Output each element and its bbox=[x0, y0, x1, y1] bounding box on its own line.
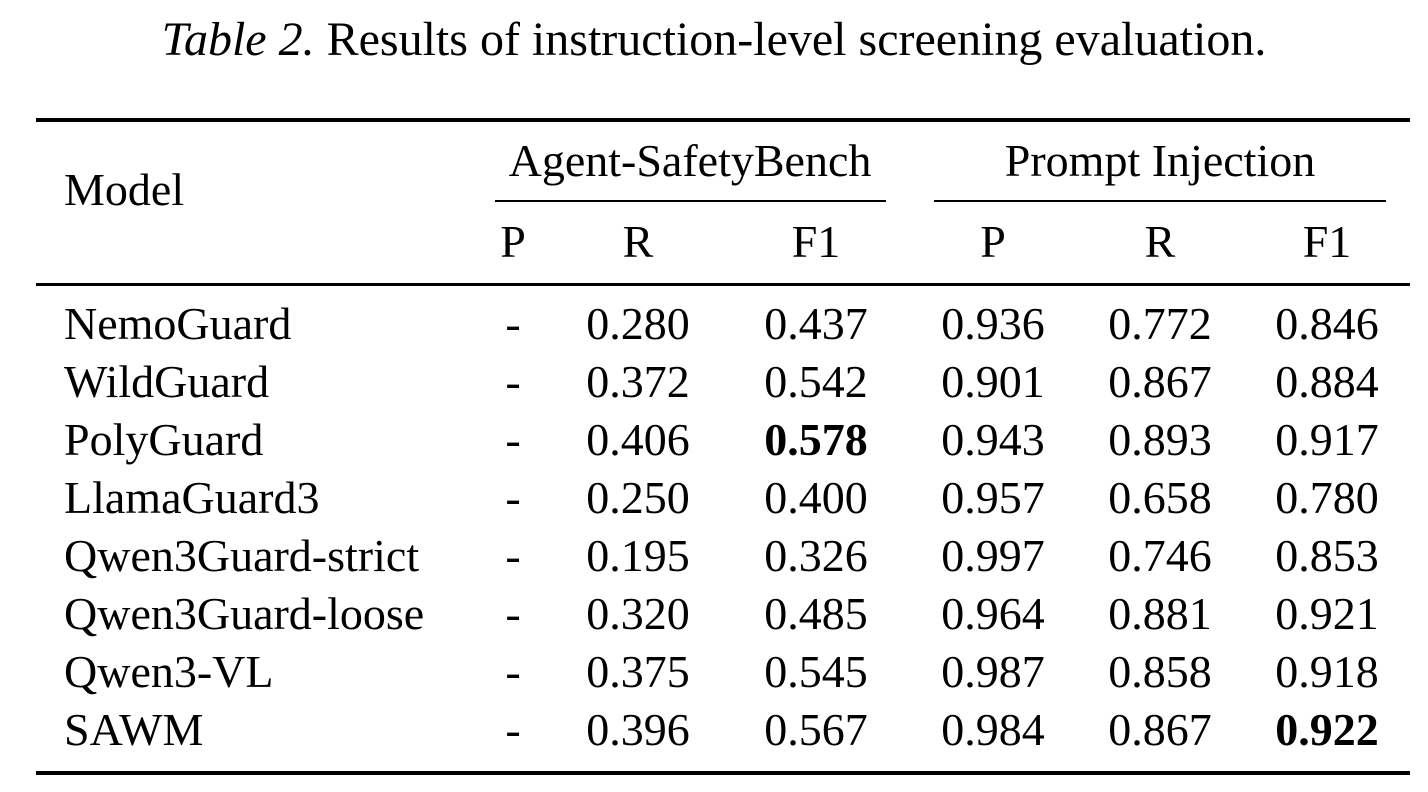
column-subheader: R bbox=[1144, 216, 1176, 267]
model-name-cell: Qwen3-VL bbox=[64, 646, 274, 697]
table-cell: - bbox=[505, 414, 521, 465]
table-cell: 0.772 bbox=[1108, 298, 1212, 349]
table-cell: 0.867 bbox=[1108, 356, 1212, 407]
model-name-cell: NemoGuard bbox=[64, 298, 292, 349]
table-cell: 0.918 bbox=[1275, 646, 1379, 697]
table-cell: - bbox=[505, 588, 521, 639]
table-cell: 0.280 bbox=[586, 298, 690, 349]
table-cell: 0.542 bbox=[764, 356, 868, 407]
table-cell: 0.545 bbox=[764, 646, 868, 697]
table-cell: - bbox=[505, 472, 521, 523]
model-name-cell: PolyGuard bbox=[64, 414, 264, 465]
table-cell: 0.881 bbox=[1108, 588, 1212, 639]
table-cell: 0.437 bbox=[764, 298, 868, 349]
table-cell: 0.922 bbox=[1275, 704, 1379, 755]
table-cell: 0.884 bbox=[1275, 356, 1379, 407]
table-cell: 0.936 bbox=[941, 298, 1045, 349]
table-cell: 0.375 bbox=[586, 646, 690, 697]
table-cell: 0.858 bbox=[1108, 646, 1212, 697]
bottom-rule bbox=[36, 771, 1410, 775]
table-cell: 0.893 bbox=[1108, 414, 1212, 465]
table-cell: 0.957 bbox=[941, 472, 1045, 523]
table-cell: 0.195 bbox=[586, 530, 690, 581]
column-subheader: R bbox=[622, 216, 654, 267]
table-cell: 0.326 bbox=[764, 530, 868, 581]
table-cell: 0.867 bbox=[1108, 704, 1212, 755]
caption-label: Table 2. bbox=[161, 13, 315, 66]
model-name-cell: Qwen3Guard-strict bbox=[64, 530, 420, 581]
table-cell: 0.250 bbox=[586, 472, 690, 523]
column-subheader: P bbox=[500, 216, 526, 267]
group-header-agent-safetybench: Agent-SafetyBench bbox=[508, 135, 872, 186]
table-cell: 0.400 bbox=[764, 472, 868, 523]
table-cell: 0.578 bbox=[764, 414, 868, 465]
group-underline-prompt-injection bbox=[934, 200, 1386, 202]
table-cell: 0.567 bbox=[764, 704, 868, 755]
header-rule bbox=[36, 283, 1410, 286]
model-header: Model bbox=[64, 164, 185, 215]
table-cell: 0.853 bbox=[1275, 530, 1379, 581]
model-name-cell: Qwen3Guard-loose bbox=[64, 588, 425, 639]
table-cell: - bbox=[505, 530, 521, 581]
table-cell: 0.485 bbox=[764, 588, 868, 639]
model-name-cell: WildGuard bbox=[64, 356, 270, 407]
caption-text: Results of instruction-level screening e… bbox=[326, 13, 1267, 66]
column-subheader: F1 bbox=[791, 216, 841, 267]
table-cell: 0.396 bbox=[586, 704, 690, 755]
table-cell: 0.658 bbox=[1108, 472, 1212, 523]
table-cell: 0.917 bbox=[1275, 414, 1379, 465]
table-cell: 0.746 bbox=[1108, 530, 1212, 581]
table-caption: Table 2. Results of instruction-level sc… bbox=[0, 10, 1428, 70]
table-cell: 0.846 bbox=[1275, 298, 1379, 349]
group-header-prompt-injection: Prompt Injection bbox=[1004, 135, 1316, 186]
table-cell: 0.943 bbox=[941, 414, 1045, 465]
model-name-cell: LlamaGuard3 bbox=[64, 472, 320, 523]
table-cell: 0.987 bbox=[941, 646, 1045, 697]
table-cell: - bbox=[505, 704, 521, 755]
column-subheader: F1 bbox=[1302, 216, 1352, 267]
table-cell: 0.921 bbox=[1275, 588, 1379, 639]
model-name-cell: SAWM bbox=[64, 704, 204, 755]
table-cell: - bbox=[505, 356, 521, 407]
table-cell: 0.901 bbox=[941, 356, 1045, 407]
table-cell: 0.964 bbox=[941, 588, 1045, 639]
table-cell: - bbox=[505, 646, 521, 697]
table-cell: 0.372 bbox=[586, 356, 690, 407]
table-cell: 0.984 bbox=[941, 704, 1045, 755]
table-cell: 0.780 bbox=[1275, 472, 1379, 523]
column-subheader: P bbox=[980, 216, 1006, 267]
table-cell: - bbox=[505, 298, 521, 349]
table-cell: 0.406 bbox=[586, 414, 690, 465]
table-cell: 0.997 bbox=[941, 530, 1045, 581]
top-rule bbox=[36, 118, 1410, 122]
group-underline-agent-safetybench bbox=[495, 200, 886, 202]
table-cell: 0.320 bbox=[586, 588, 690, 639]
